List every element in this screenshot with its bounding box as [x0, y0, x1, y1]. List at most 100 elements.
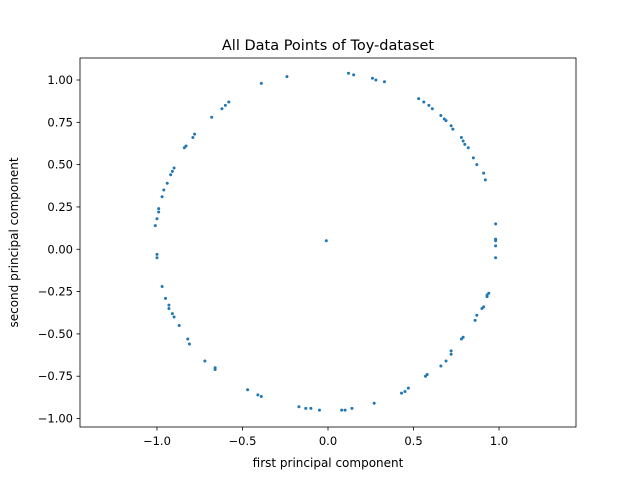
data-point: [297, 405, 301, 409]
data-point: [382, 80, 386, 84]
data-point: [210, 115, 214, 119]
data-point: [449, 352, 453, 356]
data-point: [155, 252, 159, 256]
data-point: [213, 367, 217, 371]
data-point: [317, 408, 321, 412]
data-point: [403, 389, 407, 393]
data-point: [170, 312, 174, 316]
data-point: [193, 132, 197, 136]
y-axis-label: second principal component: [7, 157, 21, 327]
data-point: [475, 163, 479, 167]
data-point: [459, 136, 463, 140]
data-point: [157, 210, 161, 214]
data-point: [461, 335, 465, 339]
x-axis-label: first principal component: [253, 456, 404, 470]
data-point: [170, 169, 174, 173]
data-point: [406, 386, 410, 390]
x-tick-label: 1.0: [490, 434, 508, 448]
data-point: [164, 296, 168, 300]
data-point: [461, 139, 465, 143]
data-point: [285, 75, 289, 79]
y-tick-label: 0.00: [47, 242, 73, 256]
data-point: [203, 359, 207, 363]
x-axis-ticks: −1.0 −0.5 0.0 0.5 1.0: [143, 427, 508, 448]
data-point: [449, 124, 453, 128]
data-point: [153, 224, 157, 228]
data-point: [482, 305, 486, 309]
data-point: [494, 244, 498, 248]
data-point: [444, 359, 448, 363]
data-point: [494, 239, 498, 243]
data-point: [439, 364, 443, 368]
y-tick-label: −1.00: [38, 412, 73, 426]
data-point: [172, 166, 176, 170]
data-point: [343, 408, 347, 412]
data-point: [155, 256, 159, 260]
data-point: [430, 107, 434, 111]
data-point: [471, 156, 475, 160]
data-point: [487, 291, 491, 295]
y-tick-label: 1.00: [47, 73, 73, 87]
data-point: [309, 406, 313, 410]
x-tick-label: 0.5: [404, 434, 422, 448]
data-point: [347, 71, 351, 75]
y-axis-ticks: −1.00 −0.75 −0.50 −0.25 0.00 0.25 0.50 0.75 1.00: [38, 73, 80, 426]
data-point: [223, 103, 227, 107]
x-tick-label: −0.5: [229, 434, 257, 448]
data-point: [340, 408, 344, 412]
y-tick-label: −0.25: [38, 285, 73, 299]
data-point: [473, 318, 477, 322]
data-point: [370, 76, 374, 80]
data-point: [155, 217, 159, 221]
data-point: [372, 401, 376, 405]
data-point: [324, 239, 328, 243]
data-point: [220, 107, 224, 111]
data-point: [350, 406, 354, 410]
data-point: [475, 313, 479, 317]
data-point: [449, 349, 453, 353]
data-point: [167, 303, 171, 307]
data-point: [165, 181, 169, 185]
data-point: [246, 388, 250, 392]
data-point: [374, 78, 378, 82]
data-point: [256, 393, 260, 397]
data-point: [177, 323, 181, 327]
data-point: [182, 146, 186, 150]
data-point: [167, 307, 171, 311]
data-point: [259, 81, 263, 85]
data-point: [169, 173, 173, 177]
data-point: [227, 100, 231, 104]
y-tick-label: −0.75: [38, 369, 73, 383]
data-point: [160, 195, 164, 199]
y-tick-label: 0.25: [47, 200, 73, 214]
x-tick-label: −1.0: [143, 434, 171, 448]
data-point: [463, 142, 467, 146]
data-point: [439, 114, 443, 118]
data-point: [352, 73, 356, 77]
data-point: [157, 207, 161, 211]
data-point: [494, 222, 498, 226]
data-point: [172, 315, 176, 319]
x-tick-label: 0.0: [319, 434, 337, 448]
data-point: [259, 395, 263, 399]
y-tick-label: 0.50: [47, 158, 73, 172]
data-point: [451, 127, 455, 131]
data-point: [304, 406, 308, 410]
y-tick-label: 0.75: [47, 115, 73, 129]
data-point: [422, 100, 426, 104]
data-point: [494, 256, 498, 260]
data-point: [186, 337, 190, 341]
data-point: [191, 136, 195, 140]
data-point: [482, 171, 486, 175]
data-points: [153, 71, 498, 412]
data-point: [187, 342, 191, 346]
y-tick-label: −0.50: [38, 327, 73, 341]
chart-title: All Data Points of Toy-dataset: [222, 38, 435, 54]
data-point: [483, 178, 487, 182]
data-point: [444, 119, 448, 123]
data-point: [417, 97, 421, 101]
data-point: [425, 373, 429, 377]
data-point: [160, 285, 164, 289]
